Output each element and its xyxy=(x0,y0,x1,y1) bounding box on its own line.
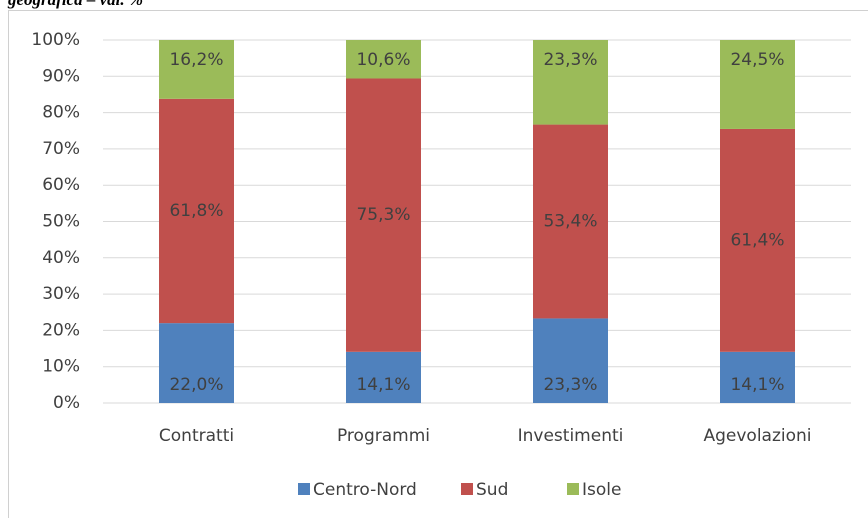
data-label: 61,4% xyxy=(730,230,784,250)
x-tick-label: Contratti xyxy=(159,426,234,446)
x-tick-label: Programmi xyxy=(337,426,430,446)
data-label: 61,8% xyxy=(169,201,223,221)
y-tick-label: 30% xyxy=(42,284,80,304)
legend-label: Sud xyxy=(476,480,508,500)
x-tick-label: Agevolazioni xyxy=(703,426,811,446)
y-tick-label: 100% xyxy=(31,30,80,50)
data-label: 23,3% xyxy=(543,375,597,395)
bar-segment xyxy=(533,318,608,403)
data-label: 10,6% xyxy=(356,50,410,70)
legend-label: Isole xyxy=(582,480,621,500)
y-tick-label: 40% xyxy=(42,248,80,268)
bar-segment xyxy=(346,351,421,403)
x-tick-label: Investimenti xyxy=(518,426,624,446)
y-tick-label: 70% xyxy=(42,139,80,159)
chart-frame xyxy=(8,10,868,518)
bar-segment xyxy=(533,40,608,125)
data-label: 53,4% xyxy=(543,212,597,232)
bar-segment xyxy=(346,78,421,352)
y-tick-label: 90% xyxy=(42,66,80,86)
data-label: 23,3% xyxy=(543,50,597,70)
data-label: 75,3% xyxy=(356,205,410,225)
y-tick-label: 0% xyxy=(53,393,80,413)
y-tick-label: 20% xyxy=(42,320,80,340)
bar-segment xyxy=(159,40,234,99)
data-label: 16,2% xyxy=(169,50,223,70)
bar-segment xyxy=(159,323,234,403)
bar-segment xyxy=(720,40,795,129)
y-tick-label: 50% xyxy=(42,212,80,232)
data-label: 14,1% xyxy=(730,375,784,395)
title-backdrop xyxy=(0,0,200,10)
data-label: 14,1% xyxy=(356,375,410,395)
bar-segment xyxy=(533,124,608,319)
legend-swatch xyxy=(567,483,579,495)
data-label: 24,5% xyxy=(730,50,784,70)
y-tick-label: 80% xyxy=(42,103,80,123)
bar-segment xyxy=(346,40,421,79)
data-label: 22,0% xyxy=(169,375,223,395)
y-tick-label: 10% xyxy=(42,357,80,377)
bar-segment xyxy=(720,128,795,352)
legend-swatch xyxy=(461,483,473,495)
bar-segment xyxy=(159,98,234,324)
chart-title: geografica – val. % xyxy=(7,0,143,9)
y-tick-label: 60% xyxy=(42,175,80,195)
legend-label: Centro-Nord xyxy=(313,480,417,500)
legend-swatch xyxy=(298,483,310,495)
bar-segment xyxy=(720,351,795,403)
